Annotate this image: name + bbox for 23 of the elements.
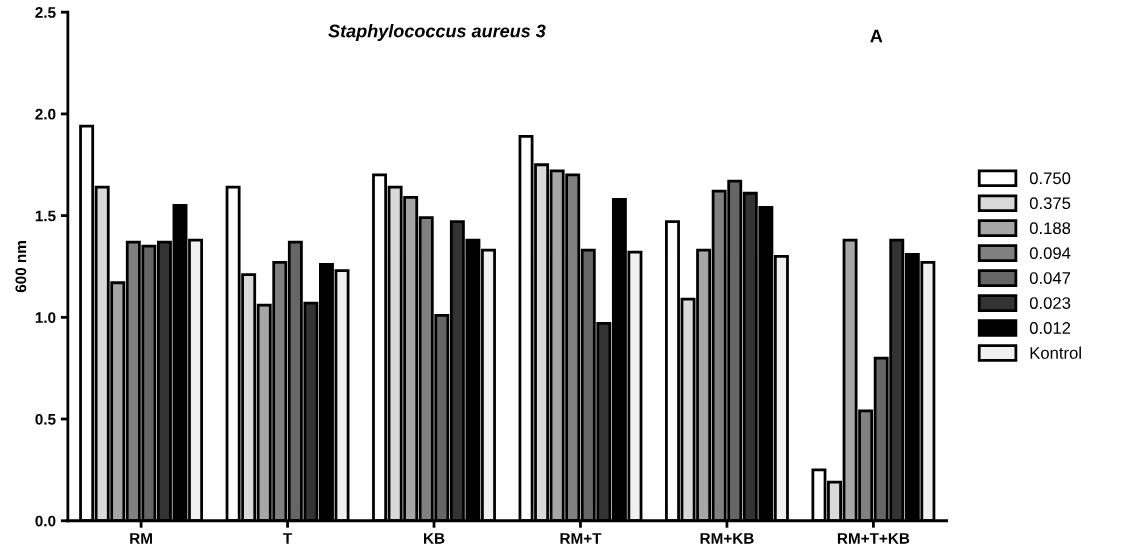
annotation: A	[870, 29, 883, 43]
x-tick-label: RM+T	[560, 533, 602, 544]
y-tick-label: 1.0	[35, 312, 56, 324]
y-tick-label: 2.0	[35, 108, 56, 120]
y-axis-title: 600 nm	[15, 241, 27, 293]
x-tick-label: KB	[424, 533, 445, 544]
legend-label: 0.750	[1029, 172, 1071, 185]
legend-label: Kontrol	[1030, 346, 1081, 359]
x-tick-label: RM+T+KB	[837, 533, 910, 544]
text: Staphylococcus aureus 3	[328, 24, 546, 41]
legend-label: 0.094	[1029, 247, 1071, 260]
legend-label: 0.188	[1029, 222, 1071, 235]
x-tick-label: T	[283, 533, 293, 544]
x-tick-label: RM	[130, 533, 152, 544]
legend-label: 0.012	[1029, 322, 1071, 334]
y-tick-label: 0.5	[35, 413, 56, 425]
y-tick-label: 2.5	[35, 7, 56, 18]
y-tick-label: 1.5	[35, 210, 56, 222]
legend-label: 0.047	[1029, 272, 1071, 284]
x-tick-label: RM+KB	[700, 533, 754, 544]
legend-label: 0.023	[1029, 297, 1071, 309]
legend-label: 0.375	[1029, 197, 1071, 210]
y-tick-label: 0.0	[35, 515, 56, 527]
